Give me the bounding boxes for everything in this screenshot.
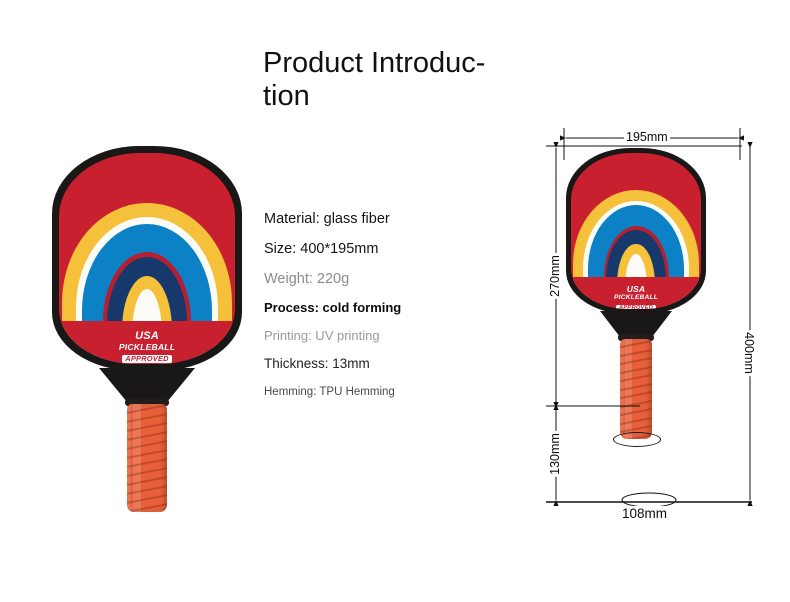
spec-text: Material: glass fiber xyxy=(264,211,390,227)
badge-approved-pill: APPROVED xyxy=(616,304,656,309)
badge-approved-pill: APPROVED xyxy=(122,355,172,363)
grip-collar xyxy=(125,399,169,406)
dimension-label-height-face: 270mm xyxy=(547,253,562,299)
usa-pickleball-approved-badge: USA PICKLEBALL APPROVED xyxy=(59,331,235,364)
paddle-face: USA PICKLEBALL APPROVED xyxy=(566,148,706,314)
grip-sheen xyxy=(625,339,632,439)
grip-end-cap xyxy=(613,432,661,447)
spec-text: Weight: 220g xyxy=(264,271,350,287)
paddle-face-base: USA PICKLEBALL APPROVED xyxy=(59,153,235,364)
badge-line-approved-wrap: APPROVED xyxy=(571,302,701,309)
dimension-label-width-top: 195mm xyxy=(624,130,670,144)
grip-collar xyxy=(618,334,654,341)
grip-sheen xyxy=(133,404,142,512)
paddle-lower-band xyxy=(571,277,701,309)
usa-pickleball-approved-badge: USA PICKLEBALL APPROVED xyxy=(571,283,701,309)
badge-line-pickleball: PICKLEBALL xyxy=(614,293,658,301)
badge-line-pickleball: PICKLEBALL xyxy=(118,341,176,352)
spec-text: Thickness: 13mm xyxy=(264,356,370,371)
paddle-illustration-main: USA PICKLEBALL APPROVED xyxy=(52,146,242,516)
paddle-face-base: USA PICKLEBALL APPROVED xyxy=(571,153,701,309)
paddle-grip xyxy=(127,404,167,512)
dimension-label-width-bottom: 108mm xyxy=(620,506,670,521)
page-title: Product Introduc- tion xyxy=(263,47,513,113)
spec-text: Hemming: TPU Hemming xyxy=(264,386,395,398)
paddle-illustration-dimensioned: USA PICKLEBALL APPROVED xyxy=(566,148,706,500)
paddle-throat xyxy=(99,368,195,402)
spec-text: Size: 400*195mm xyxy=(264,241,379,257)
specification-list: Material: glass fiber Size: 400*195mm Weig… xyxy=(264,210,504,398)
spec-text: Process: cold forming xyxy=(264,300,402,315)
paddle-face: USA PICKLEBALL APPROVED xyxy=(52,146,242,371)
badge-line-approved-wrap: APPROVED xyxy=(59,353,235,364)
paddle-grip xyxy=(620,339,652,439)
page-title-line-1: Product Introduc- xyxy=(263,47,486,79)
dimension-label-height-total: 400mm xyxy=(741,330,756,376)
dimension-label-height-handle: 130mm xyxy=(547,431,562,477)
badge-line-usa: USA xyxy=(135,330,159,343)
page-title-line-2: tion xyxy=(263,80,310,112)
spec-text: Printing: UV printing xyxy=(264,328,380,343)
badge-line-usa: USA xyxy=(626,283,646,294)
